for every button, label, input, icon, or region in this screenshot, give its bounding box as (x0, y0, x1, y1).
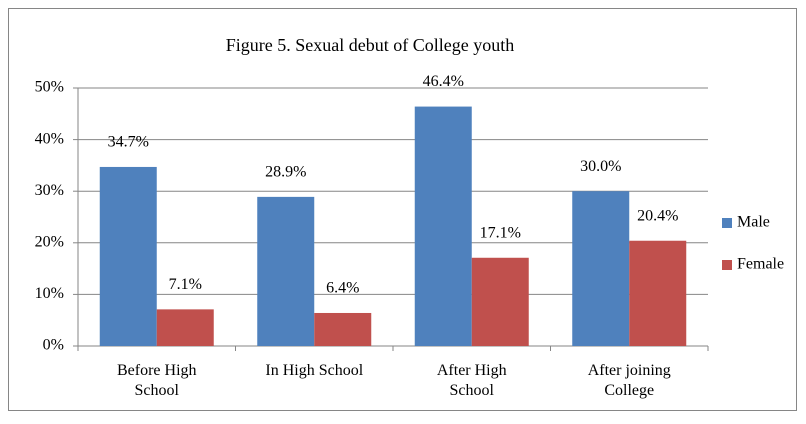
data-label: 20.4% (637, 207, 678, 224)
y-tick-label: 0% (43, 337, 64, 354)
bar (414, 106, 472, 347)
legend-marker (722, 260, 732, 270)
bar (314, 312, 372, 346)
y-tick-label: 30% (35, 182, 64, 199)
bar (257, 196, 315, 346)
legend-marker (722, 218, 732, 228)
data-label: 6.4% (326, 280, 359, 297)
data-label: 46.4% (423, 73, 464, 90)
data-label: 30.0% (580, 158, 621, 175)
x-tick-label: After High School (436, 362, 507, 399)
bar (99, 166, 157, 346)
x-tick-label: In High School (265, 362, 364, 379)
data-label: 17.1% (480, 224, 521, 241)
data-label: 28.9% (265, 164, 306, 181)
y-tick-label: 40% (35, 130, 64, 147)
legend-label: Female (737, 256, 784, 273)
bar (572, 191, 630, 346)
x-tick-label: After joining College (587, 362, 671, 399)
y-tick-label: 20% (35, 233, 64, 250)
chart-title: Figure 5. Sexual debut of College youth (226, 35, 514, 55)
x-tick-label: Before High School (116, 362, 197, 399)
bar (471, 257, 529, 346)
data-label: 7.1% (169, 276, 202, 293)
bar (156, 309, 214, 346)
data-label: 34.7% (108, 134, 149, 151)
y-tick-label: 10% (35, 285, 64, 302)
bar (629, 240, 687, 346)
legend-label: Male (737, 214, 770, 231)
y-tick-label: 50% (35, 79, 64, 96)
